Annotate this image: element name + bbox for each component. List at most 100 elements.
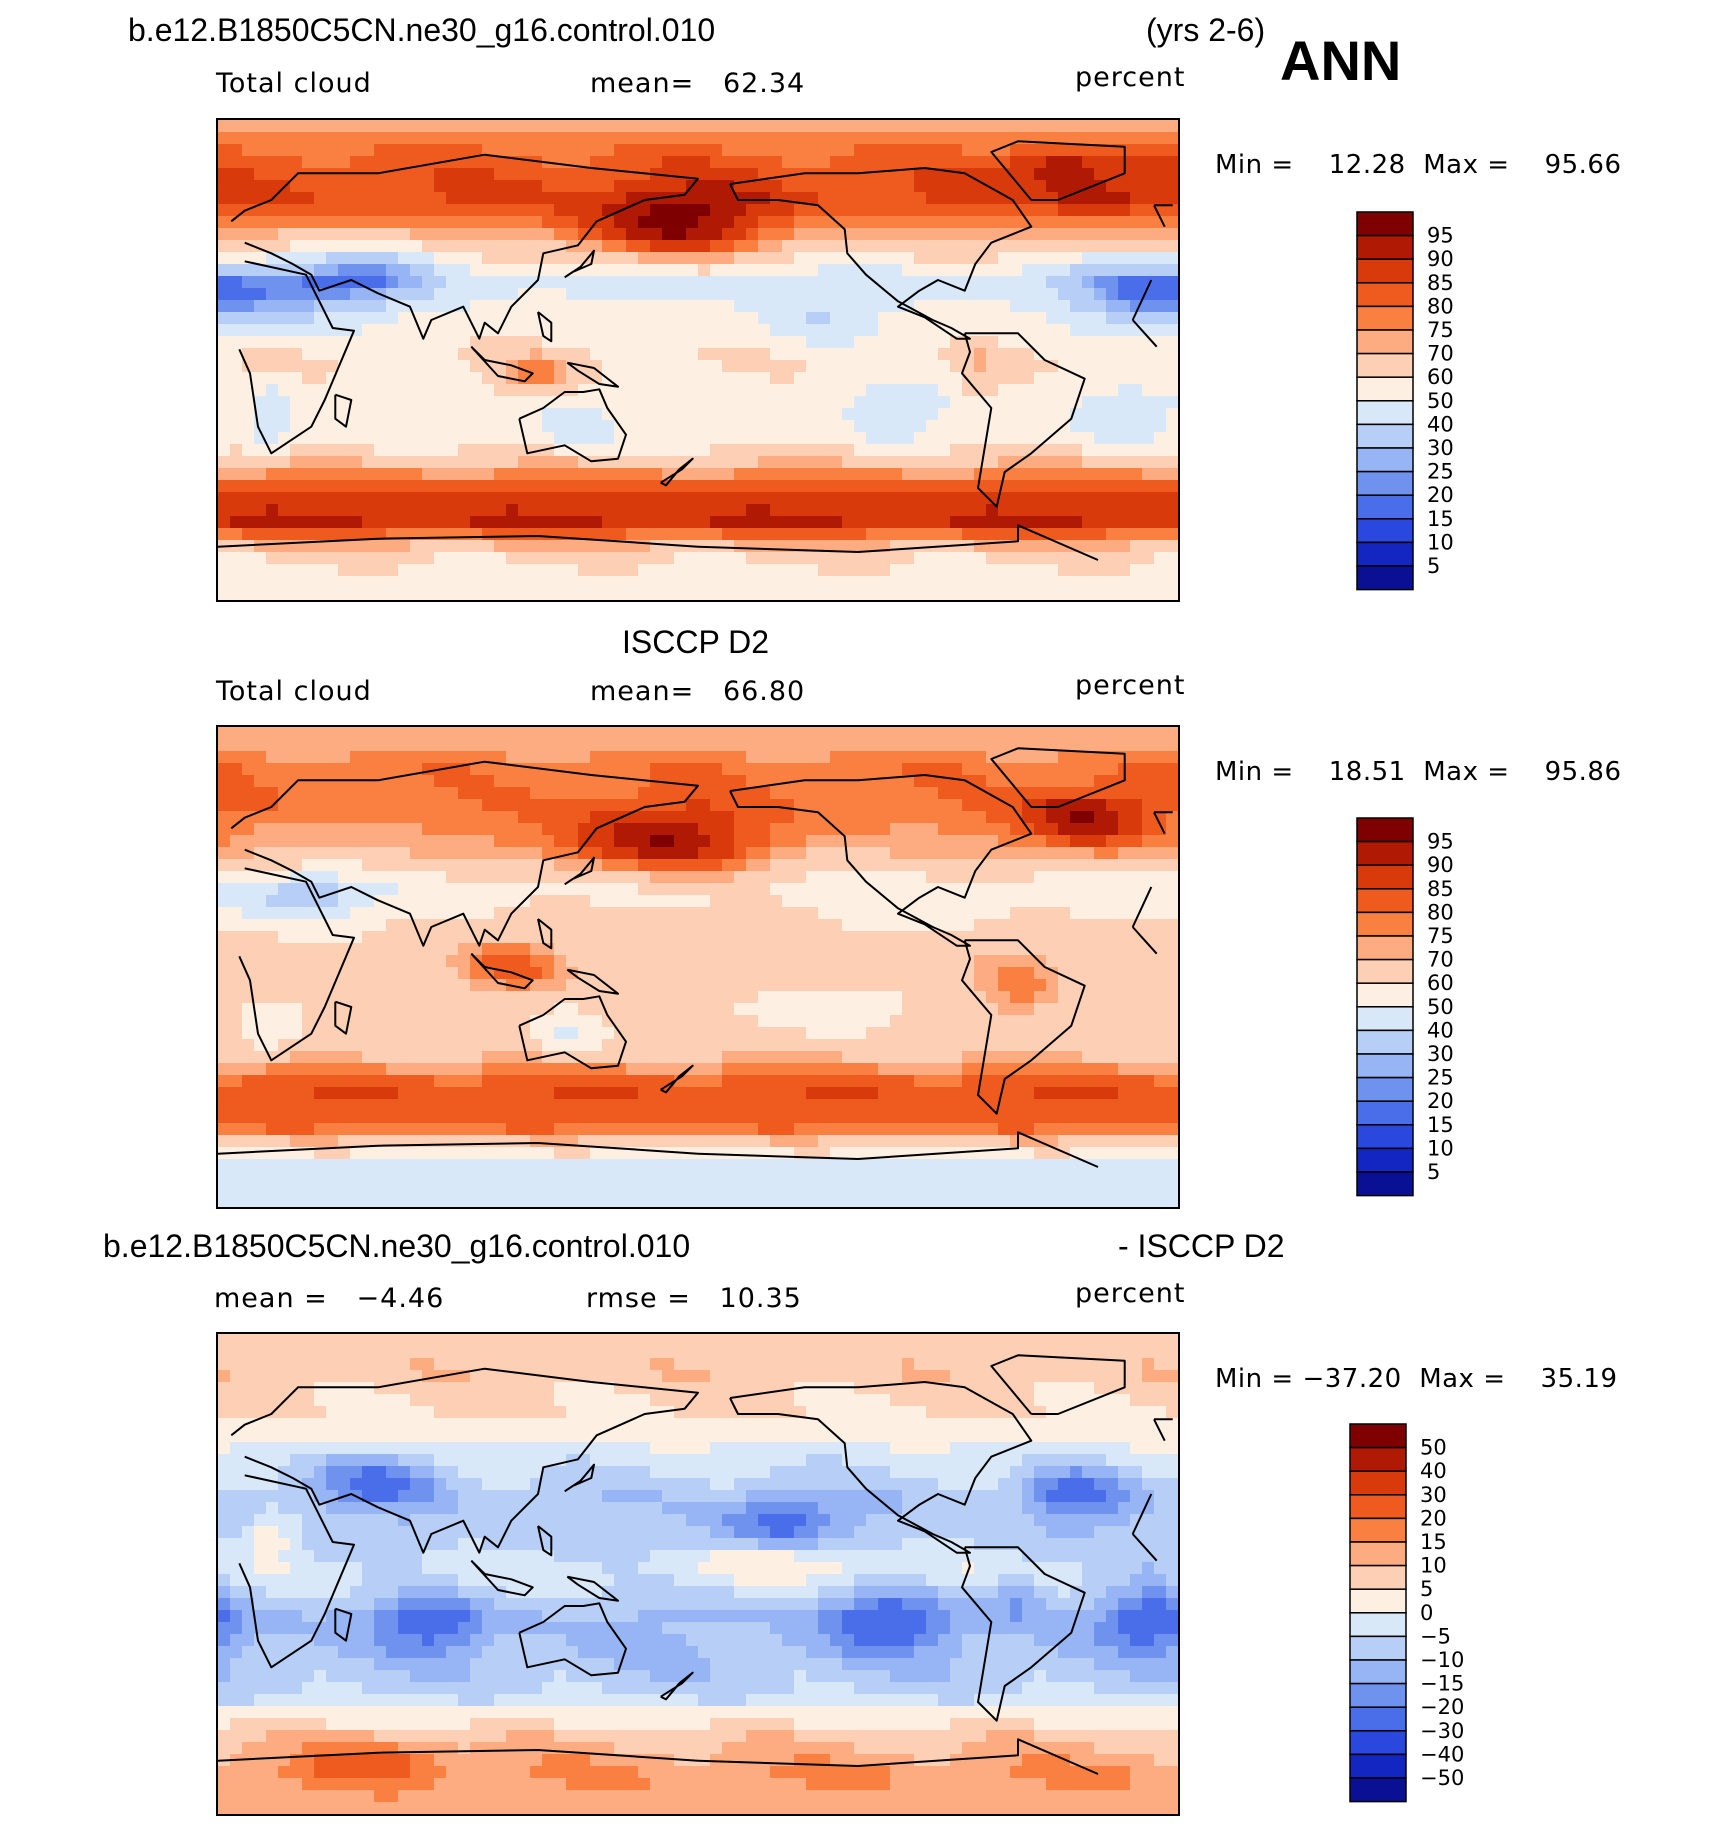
colorbar-label: 5 [1427, 1160, 1440, 1184]
coastline-9 [470, 345, 534, 383]
colorbar-label: 60 [1427, 971, 1454, 995]
colorbar-swatch [1356, 1100, 1414, 1126]
coastline-4 [961, 1546, 1086, 1722]
colorbar-label: 25 [1427, 460, 1454, 484]
colorbar-swatch [1356, 494, 1414, 520]
coastline-12 [1153, 811, 1166, 835]
coastline-1 [230, 1367, 699, 1554]
colorbar-label: 95 [1427, 830, 1454, 854]
colorbar-label: 90 [1427, 853, 1454, 877]
coastline-0 [1131, 319, 1158, 348]
coastline-13 [334, 393, 353, 428]
colorbar-swatch [1356, 1076, 1414, 1102]
colorbar-label: 90 [1427, 247, 1454, 271]
colorbar-swatch [1356, 400, 1414, 426]
coastline-10 [537, 918, 553, 950]
coastline-8 [564, 249, 595, 279]
colorbar-swatch [1356, 211, 1414, 237]
colorbar-label: 80 [1427, 900, 1454, 924]
coastline-2 [518, 995, 627, 1070]
colorbar-label: −15 [1420, 1672, 1464, 1696]
coastline-6 [218, 1749, 699, 1762]
colorbar-swatch [1356, 352, 1414, 378]
colorbar-swatch [1356, 840, 1414, 866]
colorbar-label: 10 [1427, 1136, 1454, 1160]
colorbar-label: 80 [1427, 294, 1454, 318]
coastline-2 [518, 388, 627, 463]
colorbar-swatch [1356, 817, 1414, 843]
coastline-0 [1131, 926, 1158, 955]
coastline-9 [470, 952, 534, 990]
colorbar-label: 40 [1420, 1459, 1447, 1483]
coastline-0 [238, 1474, 355, 1669]
colorbar-label: 15 [1427, 1113, 1454, 1137]
colorbar-label: 75 [1427, 924, 1454, 948]
years-label: (yrs 2-6) [1146, 12, 1266, 48]
coastline-0 [1131, 279, 1153, 321]
field-cells [218, 120, 1178, 600]
coastline-4 [961, 939, 1086, 1115]
coastline-0 [1131, 1493, 1153, 1535]
colorbar-swatch [1349, 1659, 1407, 1685]
panel2-colorbar: 95 90 85 80 75 70 60 50 40 30 25 20 15 10 5 [1355, 817, 1475, 1200]
colorbar-swatch [1356, 518, 1414, 544]
colorbar-swatch [1356, 1053, 1414, 1079]
coastline-11 [566, 1575, 619, 1602]
colorbar-label: 75 [1427, 318, 1454, 342]
colorbar-label: −50 [1420, 1766, 1464, 1790]
coastline-12 [1153, 204, 1166, 228]
colorbar-swatch [1356, 329, 1414, 355]
coastline-7 [660, 457, 694, 487]
colorbar-label: 0 [1420, 1601, 1433, 1625]
colorbar-swatch [1356, 864, 1414, 890]
colorbar-label: 5 [1420, 1577, 1433, 1601]
panel3-units: percent [1075, 1278, 1186, 1309]
colorbar-swatch [1356, 1029, 1414, 1055]
colorbar-label: 30 [1427, 436, 1454, 460]
colorbar-swatch [1349, 1753, 1407, 1779]
panel3-title-right: - ISCCP D2 [1118, 1228, 1285, 1264]
colorbar-swatch [1356, 958, 1414, 984]
panel2-units: percent [1075, 670, 1186, 701]
coastline-5 [990, 747, 1126, 808]
colorbar-swatch [1349, 1635, 1407, 1661]
coastline-0 [1131, 886, 1153, 928]
coastline-10 [537, 311, 553, 343]
coastline-0 [1131, 1533, 1158, 1562]
coastlines [218, 140, 1173, 561]
coastline-12 [1153, 1418, 1166, 1442]
colorbar-label: 70 [1427, 342, 1454, 366]
coastline-6 [697, 524, 1099, 561]
panel2-variable: Total cloud [216, 676, 372, 707]
panel1-minmax: Min = 12.28 Max = 95.66 [1215, 150, 1622, 180]
colorbar-swatch [1349, 1494, 1407, 1520]
colorbar-label: −30 [1420, 1719, 1464, 1743]
colorbar-swatch [1349, 1541, 1407, 1567]
colorbar-label: −5 [1420, 1624, 1451, 1648]
colorbar-label: 10 [1427, 530, 1454, 554]
panel1-units: percent [1075, 62, 1186, 93]
colorbar-swatch [1356, 376, 1414, 402]
coastline-1 [230, 760, 699, 947]
coastline-1 [230, 153, 699, 340]
coastline-13 [334, 1607, 353, 1642]
coastline-8 [564, 856, 595, 886]
colorbar-swatch [1349, 1588, 1407, 1614]
colorbar-label: 40 [1427, 1018, 1454, 1042]
coastline-13 [334, 1000, 353, 1035]
colorbar-swatch [1356, 888, 1414, 914]
coastline-8 [564, 1463, 595, 1493]
colorbar-label: −10 [1420, 1648, 1464, 1672]
colorbar-swatch [1349, 1446, 1407, 1472]
case-title: b.e12.B1850C5CN.ne30_g16.control.010 [128, 12, 716, 48]
colorbar-label: 70 [1427, 948, 1454, 972]
colorbar-label: 50 [1427, 995, 1454, 1019]
coastline-10 [537, 1525, 553, 1557]
coastline-3 [729, 774, 1033, 947]
panel3-title: b.e12.B1850C5CN.ne30_g16.control.010 [103, 1228, 691, 1264]
colorbar-label: 20 [1420, 1506, 1447, 1530]
panel1-variable: Total cloud [216, 68, 372, 99]
colorbar-swatch [1356, 565, 1414, 591]
coastline-5 [990, 1354, 1126, 1415]
colorbar-label: 15 [1420, 1530, 1447, 1554]
